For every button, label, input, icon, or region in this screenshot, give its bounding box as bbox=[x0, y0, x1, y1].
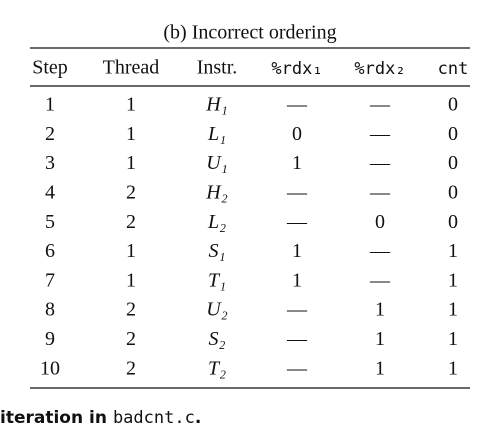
cell: 1 bbox=[126, 240, 136, 262]
cell: — bbox=[369, 181, 391, 203]
cell: 1 bbox=[375, 357, 385, 379]
cell: 7 bbox=[45, 269, 55, 291]
cell: S₁ bbox=[209, 240, 226, 262]
footer-code: badcnt.c bbox=[113, 408, 195, 428]
cell: — bbox=[286, 181, 308, 203]
cell: 1 bbox=[126, 152, 136, 174]
column-header: Thread bbox=[103, 57, 160, 79]
cell: 9 bbox=[45, 328, 55, 350]
cell: 1 bbox=[448, 357, 458, 379]
cell: 2 bbox=[126, 299, 136, 321]
cell: 0 bbox=[375, 211, 385, 233]
column-header: Instr. bbox=[197, 57, 238, 79]
cell: 1 bbox=[448, 328, 458, 350]
cell: 1 bbox=[448, 299, 458, 321]
cell: 10 bbox=[40, 357, 60, 379]
column-header: cnt bbox=[438, 59, 469, 79]
cell: T₁ bbox=[208, 269, 226, 291]
cell: L₁ bbox=[207, 123, 226, 145]
cell: H₁ bbox=[205, 94, 227, 116]
cell: 0 bbox=[448, 94, 458, 116]
cell: 2 bbox=[126, 357, 136, 379]
cell: 1 bbox=[292, 269, 302, 291]
cell: 0 bbox=[448, 152, 458, 174]
cell: — bbox=[369, 123, 391, 145]
cell: 1 bbox=[126, 123, 136, 145]
cell: — bbox=[286, 357, 308, 379]
caption: (b) Incorrect ordering bbox=[163, 22, 336, 44]
cell: L₂ bbox=[207, 211, 226, 233]
cell: — bbox=[286, 299, 308, 321]
footer-text: iteration in bbox=[0, 408, 107, 428]
cell: 3 bbox=[45, 152, 55, 174]
cell: 8 bbox=[45, 299, 55, 321]
column-header: %rdx₂ bbox=[354, 59, 405, 79]
cell: 1 bbox=[292, 152, 302, 174]
cell: 5 bbox=[45, 211, 55, 233]
cell: — bbox=[286, 94, 308, 116]
cell: 0 bbox=[292, 123, 302, 145]
cell: U₁ bbox=[206, 152, 227, 174]
cell: — bbox=[369, 269, 391, 291]
cell: — bbox=[369, 152, 391, 174]
cell: 0 bbox=[448, 181, 458, 203]
footer-period: . bbox=[195, 408, 201, 428]
cell: H₂ bbox=[205, 181, 227, 203]
cell: 1 bbox=[126, 94, 136, 116]
column-header: Step bbox=[32, 57, 68, 79]
footer: iteration in badcnt.c. bbox=[0, 408, 201, 428]
cell: T₂ bbox=[208, 357, 226, 379]
cell: 1 bbox=[292, 240, 302, 262]
cell: 1 bbox=[448, 269, 458, 291]
cell: 2 bbox=[126, 181, 136, 203]
cell: — bbox=[286, 211, 308, 233]
cell: 0 bbox=[448, 123, 458, 145]
cell: 1 bbox=[126, 269, 136, 291]
column-header: %rdx₁ bbox=[271, 59, 322, 79]
cell: — bbox=[286, 328, 308, 350]
cell: 1 bbox=[45, 94, 55, 116]
cell: 6 bbox=[45, 240, 55, 262]
cell: 1 bbox=[375, 328, 385, 350]
cell: 4 bbox=[45, 181, 55, 203]
cell: — bbox=[369, 94, 391, 116]
cell: 2 bbox=[126, 328, 136, 350]
cell: 2 bbox=[126, 211, 136, 233]
cell: 1 bbox=[448, 240, 458, 262]
cell: 2 bbox=[45, 123, 55, 145]
cell: S₂ bbox=[209, 328, 226, 350]
cell: — bbox=[369, 240, 391, 262]
cell: 0 bbox=[448, 211, 458, 233]
cell: 1 bbox=[375, 299, 385, 321]
cell: U₂ bbox=[206, 299, 227, 321]
